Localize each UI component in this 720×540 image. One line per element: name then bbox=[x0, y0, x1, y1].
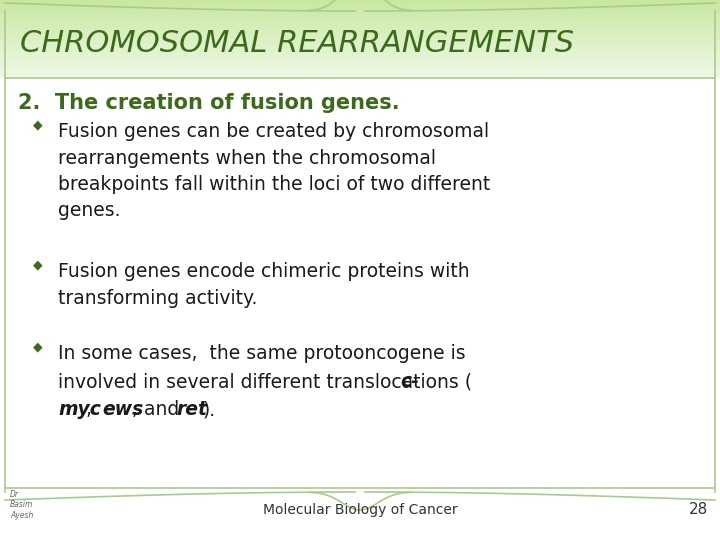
Text: 2.  The creation of fusion genes.: 2. The creation of fusion genes. bbox=[18, 93, 400, 113]
Text: ,: , bbox=[86, 400, 98, 419]
Text: ret: ret bbox=[176, 400, 207, 419]
Text: CHROMOSOMAL REARRANGEMENTS: CHROMOSOMAL REARRANGEMENTS bbox=[20, 29, 574, 57]
Text: Fusion genes can be created by chromosomal
rearrangements when the chromosomal
b: Fusion genes can be created by chromosom… bbox=[58, 122, 490, 220]
Text: ◆: ◆ bbox=[33, 340, 42, 353]
Text: Fusion genes encode chimeric proteins with
transforming activity.: Fusion genes encode chimeric proteins wi… bbox=[58, 262, 469, 307]
Text: ◆: ◆ bbox=[33, 118, 42, 131]
Text: ).: ). bbox=[203, 400, 216, 419]
Text: c-: c- bbox=[400, 372, 419, 391]
Text: myc: myc bbox=[58, 400, 101, 419]
Text: , and: , and bbox=[132, 400, 185, 419]
Text: Molecular Biology of Cancer: Molecular Biology of Cancer bbox=[263, 503, 457, 517]
Text: 28: 28 bbox=[689, 503, 708, 517]
Text: In some cases,  the same protooncogene is: In some cases, the same protooncogene is bbox=[58, 344, 466, 363]
Text: ◆: ◆ bbox=[33, 258, 42, 271]
Text: ews: ews bbox=[102, 400, 143, 419]
Text: involved in several different translocations (: involved in several different translocat… bbox=[58, 372, 472, 391]
Text: Dr
Basim
Ayesh: Dr Basim Ayesh bbox=[10, 490, 33, 520]
